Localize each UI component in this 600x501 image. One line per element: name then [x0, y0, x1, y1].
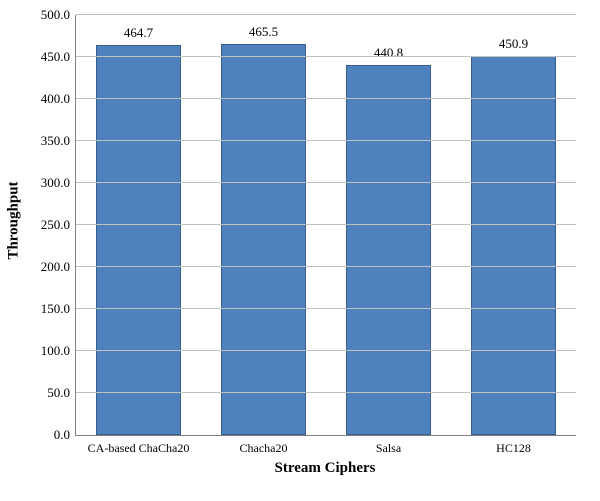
y-tick-label: 300.0	[41, 175, 76, 191]
y-tick-label: 250.0	[41, 217, 76, 233]
bar-slot: 450.9HC128	[451, 15, 576, 435]
bar	[471, 56, 556, 435]
bar-slot: 465.5Chacha20	[201, 15, 326, 435]
bar	[96, 45, 181, 435]
gridline	[76, 224, 576, 225]
bar-slot: 464.7CA-based ChaCha20	[76, 15, 201, 435]
y-tick-label: 500.0	[41, 7, 76, 23]
y-tick-label: 350.0	[41, 133, 76, 149]
bar	[221, 44, 306, 435]
bar-value-label: 440.8	[374, 45, 403, 61]
y-tick-label: 200.0	[41, 259, 76, 275]
gridline	[76, 350, 576, 351]
y-tick-label: 400.0	[41, 91, 76, 107]
bar-value-label: 465.5	[249, 24, 278, 40]
bars-container: 464.7CA-based ChaCha20465.5Chacha20440.8…	[76, 15, 576, 435]
plot-area: 464.7CA-based ChaCha20465.5Chacha20440.8…	[75, 15, 576, 436]
gridline	[76, 14, 576, 15]
bar-slot: 440.8Salsa	[326, 15, 451, 435]
y-tick-label: 50.0	[47, 385, 76, 401]
gridline	[76, 182, 576, 183]
category-label: HC128	[426, 441, 600, 456]
gridline	[76, 140, 576, 141]
y-tick-label: 100.0	[41, 343, 76, 359]
gridline	[76, 266, 576, 267]
y-axis-title-wrap: Throughput	[4, 0, 24, 441]
bar-value-label: 450.9	[499, 36, 528, 52]
y-axis-title: Throughput	[6, 181, 23, 259]
y-tick-label: 150.0	[41, 301, 76, 317]
gridline	[76, 98, 576, 99]
gridline	[76, 392, 576, 393]
bar	[346, 65, 431, 435]
gridline	[76, 56, 576, 57]
y-tick-label: 0.0	[54, 427, 76, 443]
gridline	[76, 308, 576, 309]
bar-value-label: 464.7	[124, 25, 153, 41]
y-tick-label: 450.0	[41, 49, 76, 65]
throughput-bar-chart: Throughput 464.7CA-based ChaCha20465.5Ch…	[0, 0, 600, 501]
x-axis-title: Stream Ciphers	[75, 460, 575, 477]
